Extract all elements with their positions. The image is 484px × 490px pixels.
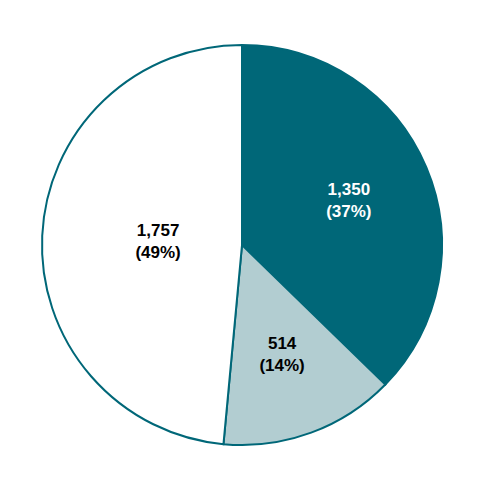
svg-text:514(14%): 514(14%) — [259, 333, 304, 374]
svg-text:1,757(49%): 1,757(49%) — [135, 221, 180, 262]
svg-text:1,350(37%): 1,350(37%) — [326, 179, 371, 220]
